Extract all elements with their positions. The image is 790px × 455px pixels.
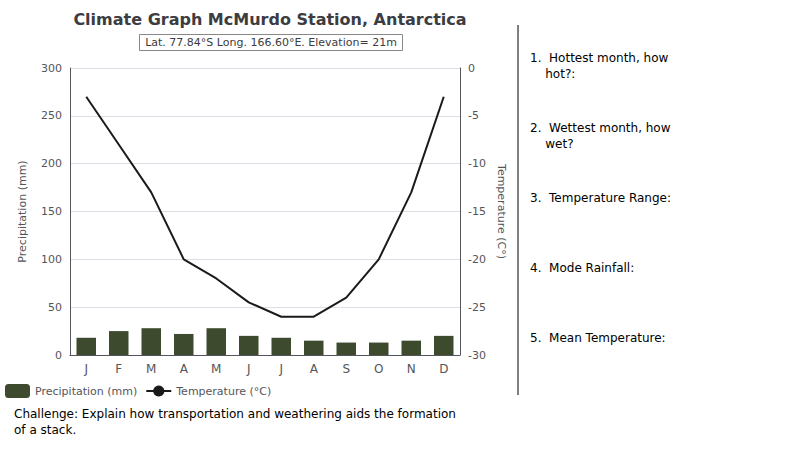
svg-text:0: 0 [55, 349, 62, 362]
svg-text:Lat. 77.84°S Long. 166.60°E. E: Lat. 77.84°S Long. 166.60°E. Elevation= … [145, 36, 397, 49]
svg-text:Temperature (°C): Temperature (°C) [175, 385, 271, 398]
svg-text:0: 0 [468, 62, 475, 75]
svg-text:D: D [439, 362, 448, 376]
svg-text:250: 250 [41, 109, 62, 122]
svg-text:3. Temperature Range:: 3. Temperature Range: [530, 191, 671, 205]
svg-text:O: O [374, 362, 383, 376]
svg-text:Precipitation (mm): Precipitation (mm) [16, 160, 29, 262]
svg-text:Climate Graph McMurdo Station,: Climate Graph McMurdo Station, Antarctic… [73, 10, 466, 29]
svg-text:N: N [407, 362, 416, 376]
svg-text:2. Wettest month, how: 2. Wettest month, how [530, 121, 671, 135]
svg-text:150: 150 [41, 205, 62, 218]
svg-text:F: F [115, 362, 122, 376]
svg-text:-20: -20 [468, 253, 486, 266]
svg-text:100: 100 [41, 253, 62, 266]
svg-text:50: 50 [48, 301, 62, 314]
svg-text:Temperature (C°): Temperature (C°) [495, 163, 508, 259]
svg-text:J: J [83, 362, 88, 376]
svg-text:J: J [278, 362, 283, 376]
svg-text:-30: -30 [468, 349, 486, 362]
svg-text:M: M [146, 362, 156, 376]
svg-text:Challenge: Explain how transpo: Challenge: Explain how transportation an… [14, 407, 456, 421]
svg-text:hot?:: hot?: [530, 67, 575, 81]
svg-text:200: 200 [41, 157, 62, 170]
svg-text:A: A [310, 362, 319, 376]
svg-text:M: M [211, 362, 221, 376]
svg-text:1. Hottest month, how: 1. Hottest month, how [530, 51, 669, 65]
svg-text:of a stack.: of a stack. [14, 423, 76, 437]
svg-text:wet?: wet? [530, 137, 574, 151]
svg-text:-10: -10 [468, 157, 486, 170]
svg-text:A: A [180, 362, 189, 376]
svg-text:S: S [342, 362, 350, 376]
svg-text:4. Mode Rainfall:: 4. Mode Rainfall: [530, 261, 634, 275]
svg-text:Precipitation (mm): Precipitation (mm) [35, 385, 137, 398]
svg-text:J: J [246, 362, 251, 376]
svg-text:-15: -15 [468, 205, 486, 218]
svg-text:5. Mean Temperature:: 5. Mean Temperature: [530, 331, 666, 345]
svg-text:300: 300 [41, 62, 62, 75]
svg-text:-5: -5 [468, 109, 479, 122]
svg-text:-25: -25 [468, 301, 486, 314]
